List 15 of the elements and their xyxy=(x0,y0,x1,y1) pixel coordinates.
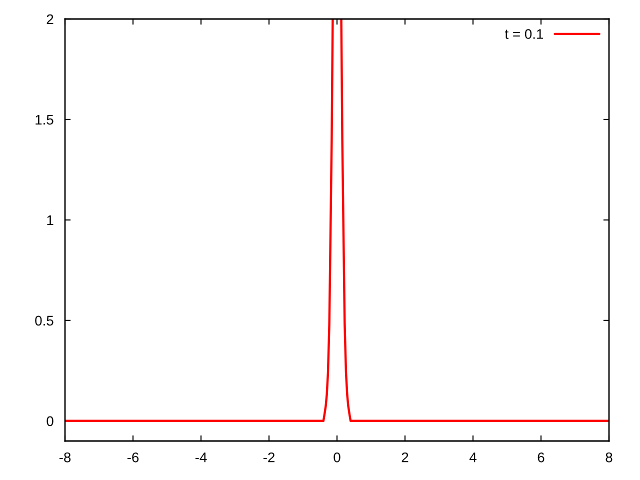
y-tick-label: 2 xyxy=(46,14,54,24)
y-tick-label: 0 xyxy=(46,416,54,426)
y-tick-label: 0.5 xyxy=(35,316,54,326)
x-tick-label: -4 xyxy=(195,452,207,462)
x-tick-label: -6 xyxy=(127,452,139,462)
x-tick-label: -8 xyxy=(59,452,71,462)
y-tick-label: 1.5 xyxy=(36,114,54,125)
x-tick-label: 6 xyxy=(538,452,544,462)
x-tick-label: -2 xyxy=(263,452,274,462)
x-tick-label: 0 xyxy=(334,452,340,462)
x-tick-label: 2 xyxy=(402,452,408,462)
y-tick-label: 1 xyxy=(47,215,54,225)
x-tick-label: 4 xyxy=(469,452,476,462)
x-tick-label: 8 xyxy=(606,452,612,462)
legend-label: t = 0.1 xyxy=(504,29,544,39)
